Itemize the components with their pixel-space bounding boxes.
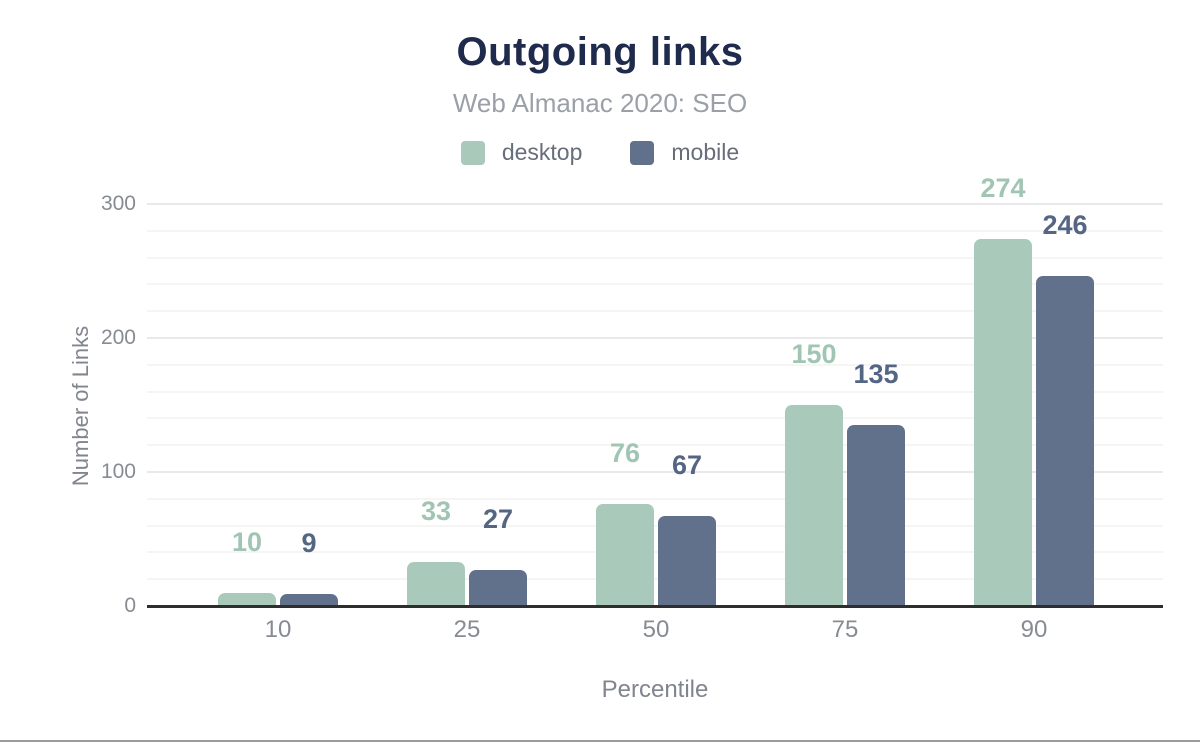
value-label-mobile-p75: 135 [853,359,899,390]
x-tick-label-25: 25 [453,616,481,643]
value-label-mobile-p90: 246 [1042,210,1088,241]
bar-desktop-p25 [407,561,465,606]
chart-subtitle: Web Almanac 2020: SEO [452,88,748,118]
value-label-desktop-p90: 274 [980,172,1026,203]
legend-item-desktop[interactable]: desktop [460,139,583,166]
gridline-180 [147,363,1163,366]
x-axis-line [147,605,1163,608]
bar-mobile-p75 [847,425,905,606]
bar-desktop-p75 [785,405,843,606]
bar-mobile-p90 [1036,276,1094,606]
y-tick-label-200: 200 [100,326,136,349]
y-tick-label-100: 100 [100,460,136,483]
gridline-280 [147,229,1163,232]
x-tick-label-75: 75 [831,616,859,643]
bottom-border [0,740,1200,742]
y-tick-label-0: 0 [124,594,136,617]
gridline-240 [147,283,1163,286]
legend-label-mobile: mobile [671,139,740,165]
legend-swatch-mobile-icon [630,140,655,165]
bar-desktop-p50 [596,504,654,606]
legend-item-mobile[interactable]: mobile [630,139,739,166]
gridline-220 [147,310,1163,313]
y-tick-label-300: 300 [100,192,136,215]
legend-swatch-desktop-icon [460,140,485,165]
value-label-desktop-p25: 33 [420,495,452,526]
value-label-mobile-p25: 27 [482,503,514,534]
gridline-60 [147,524,1163,527]
gridline-80 [147,497,1163,500]
gridline-140 [147,417,1163,420]
y-axis-ticks: 0 100 200 300 [0,0,136,742]
gridline-120 [147,444,1163,447]
value-label-desktop-p50: 76 [609,438,641,469]
plot-area: 10 10 9 25 33 27 50 76 67 75 150 135 90 274 246 [147,173,1163,643]
bar-mobile-p10 [280,593,338,606]
bar-desktop-p90 [974,238,1032,606]
x-axis-title: Percentile [601,676,709,703]
value-label-desktop-p75: 150 [791,339,837,369]
gridline-20 [147,578,1163,581]
bar-mobile-p50 [658,516,716,606]
gridline-200 [147,337,1163,339]
x-tick-label-90: 90 [1020,616,1048,643]
bar-mobile-p25 [469,569,527,606]
gridline-160 [147,390,1163,393]
chart-title: Outgoing links [456,30,744,74]
x-tick-label-10: 10 [264,616,292,643]
value-label-mobile-p50: 67 [671,450,703,481]
gridline-40 [147,551,1163,554]
gridline-100 [147,471,1163,473]
bar-desktop-p10 [218,592,276,606]
value-label-desktop-p10: 10 [231,526,263,557]
legend-label-desktop: desktop [501,139,583,165]
gridline-260 [147,256,1163,259]
value-label-mobile-p10: 9 [301,527,317,558]
x-tick-label-50: 50 [642,616,670,643]
legend: desktop mobile [0,139,1200,166]
gridline-300 [147,203,1163,205]
